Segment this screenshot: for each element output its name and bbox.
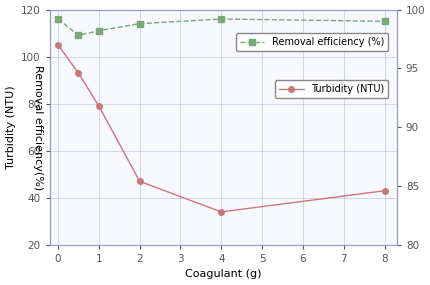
Legend: Turbidity (NTU): Turbidity (NTU): [275, 80, 387, 98]
Y-axis label: Turbidity (NTU): Turbidity (NTU): [6, 86, 15, 169]
X-axis label: Coagulant (g): Coagulant (g): [184, 269, 261, 280]
Y-axis label: Removal efficiency(%): Removal efficiency(%): [33, 65, 43, 190]
